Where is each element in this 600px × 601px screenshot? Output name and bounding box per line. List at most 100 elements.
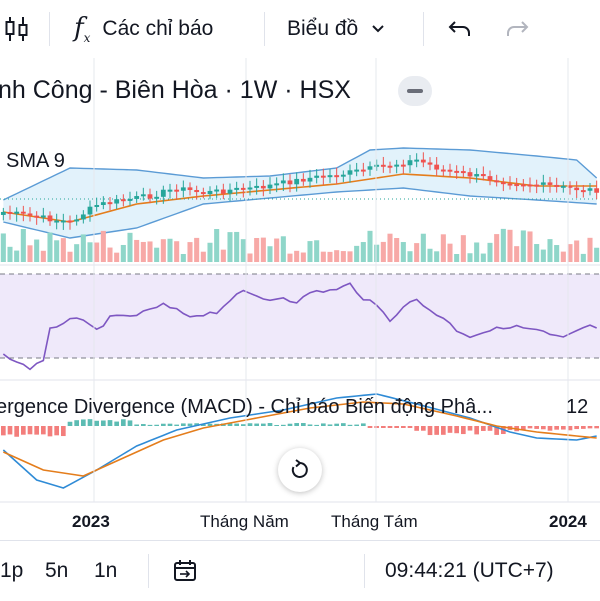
macd-histogram-bar bbox=[294, 423, 299, 426]
volume-bar bbox=[414, 243, 420, 262]
collapse-legend-button[interactable] bbox=[398, 76, 432, 106]
price-chart[interactable] bbox=[0, 58, 600, 538]
macd-histogram-bar bbox=[234, 423, 239, 426]
macd-histogram-bar bbox=[521, 426, 526, 430]
sma-legend[interactable]: SMA 9 bbox=[6, 150, 65, 172]
macd-histogram-bar bbox=[134, 424, 139, 426]
volume-bar bbox=[347, 251, 353, 262]
volume-bar bbox=[494, 234, 500, 262]
macd-histogram-bar bbox=[414, 426, 419, 431]
macd-histogram-bar bbox=[54, 426, 59, 436]
reset-icon bbox=[291, 459, 308, 478]
volume-bar bbox=[187, 242, 193, 262]
macd-histogram-bar bbox=[101, 420, 106, 426]
volume-bar bbox=[520, 230, 526, 262]
candle-body bbox=[200, 192, 206, 195]
undo-button[interactable] bbox=[447, 0, 473, 58]
redo-button[interactable] bbox=[504, 0, 530, 58]
macd-histogram-bar bbox=[594, 426, 599, 429]
candle-body bbox=[460, 171, 466, 174]
macd-histogram-bar bbox=[87, 419, 93, 426]
macd-legend[interactable]: ergence Divergence (MACD) - Chỉ báo Biến… bbox=[0, 396, 493, 418]
candle-body bbox=[554, 184, 560, 187]
macd-histogram-bar bbox=[21, 426, 26, 435]
macd-histogram-bar bbox=[94, 420, 99, 426]
candle-body bbox=[114, 199, 120, 204]
x-axis-label: Tháng Tám bbox=[331, 512, 418, 531]
candle-body bbox=[100, 202, 106, 205]
candles-button[interactable] bbox=[4, 0, 30, 58]
volume-bar bbox=[580, 253, 586, 262]
bollinger-upper-line bbox=[3, 147, 598, 201]
volume-bar bbox=[267, 246, 273, 262]
reset-chart-button[interactable] bbox=[278, 448, 322, 492]
candle-body bbox=[427, 162, 433, 165]
macd-histogram-bar bbox=[487, 426, 493, 431]
candle-body bbox=[267, 184, 273, 189]
clock-time[interactable]: 09:44:21 (UTC+7) bbox=[385, 559, 554, 582]
symbol-title[interactable]: nh Công - Biên Hòa · 1W · HSX bbox=[0, 76, 351, 104]
candle-body bbox=[340, 174, 346, 177]
macd-histogram-bar bbox=[41, 426, 46, 435]
interval-1p[interactable]: 1p bbox=[0, 559, 24, 582]
volume-bar bbox=[100, 230, 106, 262]
candle-body bbox=[160, 189, 166, 197]
macd-histogram-bar bbox=[187, 423, 193, 426]
macd-histogram-bar bbox=[494, 426, 499, 435]
volume-bar bbox=[194, 237, 200, 262]
macd-histogram-bar bbox=[227, 423, 233, 426]
candle-body bbox=[300, 178, 306, 182]
volume-bar bbox=[147, 241, 153, 262]
x-axis-label: Tháng Năm bbox=[200, 512, 289, 531]
macd-histogram-bar bbox=[534, 426, 539, 429]
volume-bar bbox=[394, 238, 400, 262]
indicators-button[interactable]: fx Các chỉ báo bbox=[74, 0, 213, 58]
macd-histogram-bar bbox=[401, 426, 406, 428]
macd-histogram-bar bbox=[541, 426, 546, 430]
volume-bar bbox=[574, 240, 580, 262]
candle-body bbox=[40, 215, 46, 218]
chart-type-button[interactable]: Biểu đồ bbox=[287, 0, 388, 58]
volume-bar bbox=[594, 247, 600, 262]
volume-bar bbox=[207, 242, 213, 262]
macd-histogram-bar bbox=[581, 426, 586, 429]
volume-bar bbox=[547, 239, 553, 262]
volume-bar bbox=[67, 251, 73, 262]
date-range-button[interactable] bbox=[172, 541, 198, 601]
volume-bar bbox=[14, 250, 20, 262]
interval-5n[interactable]: 5n bbox=[45, 559, 69, 582]
volume-bar bbox=[334, 250, 340, 262]
interval-1n[interactable]: 1n bbox=[94, 559, 118, 582]
bottom-divider bbox=[364, 554, 365, 588]
function-icon: fx bbox=[74, 12, 91, 46]
candle-body bbox=[407, 160, 413, 166]
volume-bar bbox=[180, 253, 186, 262]
candle-body bbox=[7, 211, 13, 214]
bollinger-fill bbox=[3, 148, 597, 238]
candle-body bbox=[587, 188, 593, 191]
volume-bar bbox=[260, 237, 266, 262]
candle-body bbox=[594, 188, 600, 193]
macd-histogram-bar bbox=[207, 423, 213, 426]
macd-histogram-bar bbox=[287, 423, 293, 426]
volume-bar bbox=[234, 231, 240, 262]
chart-area[interactable] bbox=[0, 58, 600, 538]
macd-histogram-bar bbox=[61, 426, 66, 437]
bottom-bar: 1p 5n 1n 09:44:21 (UTC+7) bbox=[0, 540, 600, 601]
macd-histogram-bar bbox=[34, 426, 39, 435]
candle-body bbox=[260, 185, 266, 189]
volume-bar bbox=[387, 233, 393, 262]
candle-body bbox=[367, 166, 373, 170]
volume-bar bbox=[214, 229, 220, 262]
rsi-line bbox=[2, 282, 597, 371]
candle-body bbox=[174, 189, 180, 192]
candle-body bbox=[194, 190, 200, 193]
x-axis-label: 2024 bbox=[549, 512, 587, 531]
volume-bar bbox=[307, 241, 313, 262]
macd-histogram-bar bbox=[74, 420, 79, 426]
volume-bar bbox=[560, 251, 566, 262]
macd-histogram-bar bbox=[47, 426, 53, 437]
volume-bar bbox=[314, 240, 320, 262]
candle-body bbox=[400, 164, 406, 167]
volume-bar bbox=[0, 233, 6, 262]
